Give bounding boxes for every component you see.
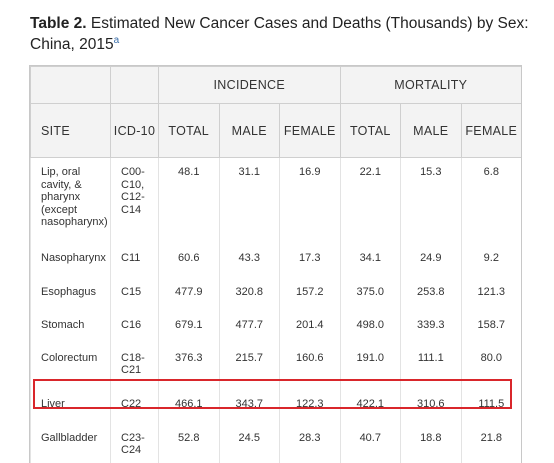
header-icd: ICD-10 <box>111 104 159 158</box>
cell-site: Nasopharynx <box>31 244 111 278</box>
header-mortality-female: FEMALE <box>461 104 522 158</box>
cell-icd: C15 <box>111 278 159 311</box>
cell-mortality-female: 158.7 <box>461 311 522 344</box>
cell-incidence-male: 43.3 <box>219 244 280 278</box>
cell-icd: C00-C10, C12-C14 <box>111 158 159 244</box>
cell-incidence-total: 60.6 <box>159 244 220 278</box>
cell-incidence-total: 477.9 <box>159 278 220 311</box>
cell-incidence-female: 16.9 <box>280 158 341 244</box>
cell-site: Lip, oral cavity, & pharynx (except naso… <box>31 158 111 244</box>
cell-incidence-male: 24.5 <box>219 424 280 463</box>
cell-incidence-male: 477.7 <box>219 311 280 344</box>
table-row: Gallbladder C23-C24 52.8 24.5 28.3 40.7 … <box>31 424 522 463</box>
footnote-link[interactable]: a <box>114 35 120 46</box>
cell-site: Esophagus <box>31 278 111 311</box>
cell-mortality-total: 22.1 <box>340 158 401 244</box>
table-caption: Table 2. Estimated New Cancer Cases and … <box>30 13 530 55</box>
cell-icd: C11 <box>111 244 159 278</box>
cell-incidence-total: 52.8 <box>159 424 220 463</box>
header-incidence-female: FEMALE <box>280 104 341 158</box>
cell-incidence-male: 320.8 <box>219 278 280 311</box>
cell-icd: C16 <box>111 311 159 344</box>
header-blank-site <box>31 67 111 104</box>
cell-mortality-total: 375.0 <box>340 278 401 311</box>
cell-mortality-female: 121.3 <box>461 278 522 311</box>
table-body: Lip, oral cavity, & pharynx (except naso… <box>31 158 522 463</box>
header-incidence-total: TOTAL <box>159 104 220 158</box>
cell-mortality-female: 9.2 <box>461 244 522 278</box>
cell-mortality-male: 24.9 <box>401 244 462 278</box>
header-incidence: INCIDENCE <box>159 67 341 104</box>
header-blank-icd <box>111 67 159 104</box>
table-row: Stomach C16 679.1 477.7 201.4 498.0 339.… <box>31 311 522 344</box>
header-mortality-total: TOTAL <box>340 104 401 158</box>
cell-mortality-total: 34.1 <box>340 244 401 278</box>
header-site: SITE <box>31 104 111 158</box>
header-incidence-male: MALE <box>219 104 280 158</box>
table-row: Nasopharynx C11 60.6 43.3 17.3 34.1 24.9… <box>31 244 522 278</box>
cell-incidence-total: 48.1 <box>159 158 220 244</box>
table-label: Table 2. <box>30 15 87 32</box>
cell-incidence-female: 17.3 <box>280 244 341 278</box>
cell-mortality-male: 15.3 <box>401 158 462 244</box>
cell-mortality-male: 18.8 <box>401 424 462 463</box>
cell-site: Stomach <box>31 311 111 344</box>
cell-incidence-female: 201.4 <box>280 311 341 344</box>
cell-site: Gallbladder <box>31 424 111 463</box>
cell-incidence-female: 157.2 <box>280 278 341 311</box>
cell-incidence-total: 679.1 <box>159 311 220 344</box>
table-row: Lip, oral cavity, & pharynx (except naso… <box>31 158 522 244</box>
cell-incidence-female: 28.3 <box>280 424 341 463</box>
cell-mortality-male: 253.8 <box>401 278 462 311</box>
cell-mortality-male: 339.3 <box>401 311 462 344</box>
cell-icd: C23-C24 <box>111 424 159 463</box>
liver-row-highlight <box>33 379 512 409</box>
header-mortality-male: MALE <box>401 104 462 158</box>
header-mortality: MORTALITY <box>340 67 522 104</box>
table-title: Estimated New Cancer Cases and Deaths (T… <box>30 15 529 53</box>
table-header: INCIDENCE MORTALITY SITE ICD-10 TOTAL MA… <box>31 67 522 158</box>
cell-mortality-female: 21.8 <box>461 424 522 463</box>
cell-mortality-total: 40.7 <box>340 424 401 463</box>
cell-mortality-female: 6.8 <box>461 158 522 244</box>
table-row: Esophagus C15 477.9 320.8 157.2 375.0 25… <box>31 278 522 311</box>
cell-incidence-male: 31.1 <box>219 158 280 244</box>
cell-mortality-total: 498.0 <box>340 311 401 344</box>
